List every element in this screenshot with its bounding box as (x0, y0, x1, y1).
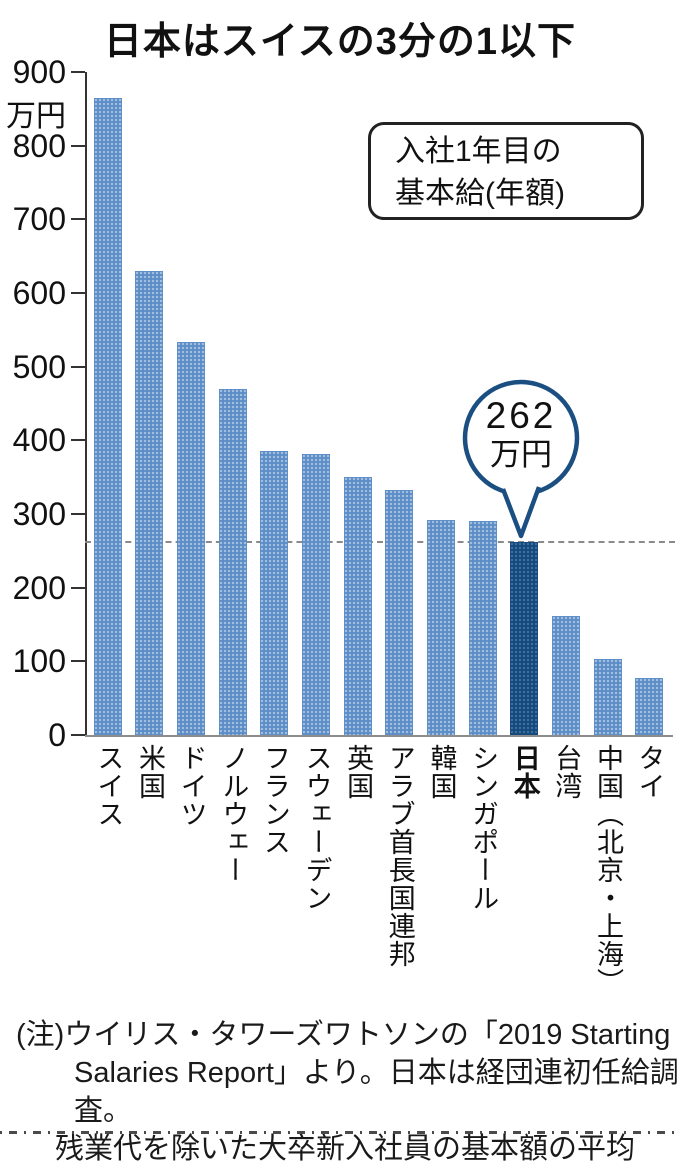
x-label-slot: ノルウェー (212, 744, 254, 884)
note-line: 残業代を除いた大卒新入社員の基本額の平均 (55, 1133, 636, 1165)
bar-slot (170, 72, 212, 735)
bar-slot (254, 72, 296, 735)
x-axis-label: 中国（北京・上海） (593, 744, 623, 996)
x-axis-label: 米国 (134, 744, 165, 800)
bar-アラブ首長国連邦 (385, 490, 414, 735)
bar-slot (587, 72, 629, 735)
x-axis-label: 英国 (343, 744, 374, 800)
bar-タイ (635, 677, 664, 735)
x-axis-label: アラブ首長国連邦 (384, 744, 415, 968)
bar-中国（北京・上海） (593, 659, 622, 735)
y-axis-tick-label: 600 (12, 275, 66, 311)
bar-ドイツ (177, 342, 206, 735)
annotation-line-2: 基本給(年額) (395, 177, 565, 210)
bar-台湾 (551, 616, 580, 735)
x-axis-label: 日本 (509, 744, 540, 800)
y-axis-line (85, 72, 87, 737)
x-label-slot: 日本 (503, 744, 545, 800)
x-label-slot: 中国（北京・上海） (587, 744, 629, 996)
bar-スイス (93, 97, 122, 735)
chart-title: 日本はスイスの3分の1以下 (103, 21, 577, 63)
bar-シンガポール (468, 521, 497, 735)
y-axis-tick (71, 660, 85, 663)
y-axis-tick-label: 900 (12, 54, 66, 90)
bar-韓国 (426, 519, 455, 735)
source-note: (注)ウイリス・タワーズワトソンの「2019 Starting Salaries… (0, 1016, 680, 1168)
x-label-slot: 英国 (337, 744, 379, 800)
y-axis-tick (71, 218, 85, 221)
x-axis-label: スイス (93, 744, 124, 828)
y-axis-tick-label: 100 (12, 643, 66, 680)
bar-slot (462, 72, 504, 735)
bottom-separator-line (0, 1131, 680, 1134)
x-label-slot: シンガポール (462, 744, 504, 912)
x-axis-label: フランス (259, 744, 290, 856)
bar-フランス (260, 450, 289, 735)
y-axis-tick-label: 700 (12, 201, 66, 238)
bar-slot (337, 72, 379, 735)
x-label-slot: 韓国 (420, 744, 462, 800)
x-label-slot: ドイツ (170, 744, 212, 828)
y-axis-tick (71, 439, 85, 442)
bar-slot (212, 72, 254, 735)
y-axis-tick-label: 800 (12, 127, 66, 164)
y-axis-tick-label: 200 (12, 569, 66, 606)
bar-slot (378, 72, 420, 735)
y-axis-tick (71, 734, 85, 736)
x-label-slot: 米国 (129, 744, 171, 800)
x-axis-label: シンガポール (468, 744, 499, 912)
annotation-line-1: 入社1年目の (395, 135, 562, 168)
bar-スウェーデン (302, 453, 331, 735)
x-axis-label: スウェーデン (301, 744, 332, 912)
bar-slot (545, 72, 587, 735)
x-label-slot: フランス (254, 744, 296, 856)
x-axis-label: タイ (634, 744, 665, 800)
x-label-slot: スウェーデン (295, 744, 337, 912)
bars-container (87, 72, 670, 735)
bar-slot (503, 72, 545, 735)
bar-slot (295, 72, 337, 735)
y-axis-tick-label: 400 (12, 422, 66, 459)
y-axis-tick-label: 300 (12, 496, 66, 532)
y-axis-tick (71, 144, 85, 147)
x-label-slot: アラブ首長国連邦 (378, 744, 420, 968)
reference-dashed-line (85, 540, 675, 543)
y-axis-tick (71, 71, 85, 73)
bar-slot (420, 72, 462, 735)
x-axis-label: ノルウェー (218, 744, 249, 884)
bar-slot (87, 72, 129, 735)
bar-英国 (343, 477, 372, 735)
x-axis-labels: スイス 米国 ドイツ ノルウェー フランス スウェーデン 英国 アラブ首長国連邦 韓国 シンガポー… (87, 744, 670, 996)
callout-bubble (462, 379, 580, 539)
y-axis-tick-label: 500 (12, 348, 66, 385)
note-line: Salaries Report」より。日本は経団連初任給調査。 (74, 1057, 679, 1127)
bar-米国 (135, 270, 164, 735)
y-axis-tick (71, 586, 85, 589)
bar-slot (628, 72, 670, 735)
bar-日本 (510, 542, 539, 735)
x-label-slot: 台湾 (545, 744, 587, 800)
y-axis-tick (71, 292, 85, 294)
x-axis-baseline (85, 735, 673, 737)
annotation-box: 入社1年目の 基本給(年額) (368, 122, 644, 220)
bar-slot (129, 72, 171, 735)
y-axis-tick (71, 365, 85, 368)
y-axis-tick (71, 513, 85, 515)
note-line: (注)ウイリス・タワーズワトソンの「2019 Starting (16, 1019, 671, 1051)
x-axis-label: 韓国 (426, 744, 457, 800)
y-axis-tick-label: 0 (48, 717, 66, 753)
y-axis-unit-label: 万円 (6, 100, 66, 133)
x-axis-label: 台湾 (551, 744, 582, 800)
x-axis-label: ドイツ (176, 744, 207, 828)
x-label-slot: タイ (628, 744, 670, 800)
bar-ノルウェー (218, 388, 247, 735)
x-label-slot: スイス (87, 744, 129, 828)
